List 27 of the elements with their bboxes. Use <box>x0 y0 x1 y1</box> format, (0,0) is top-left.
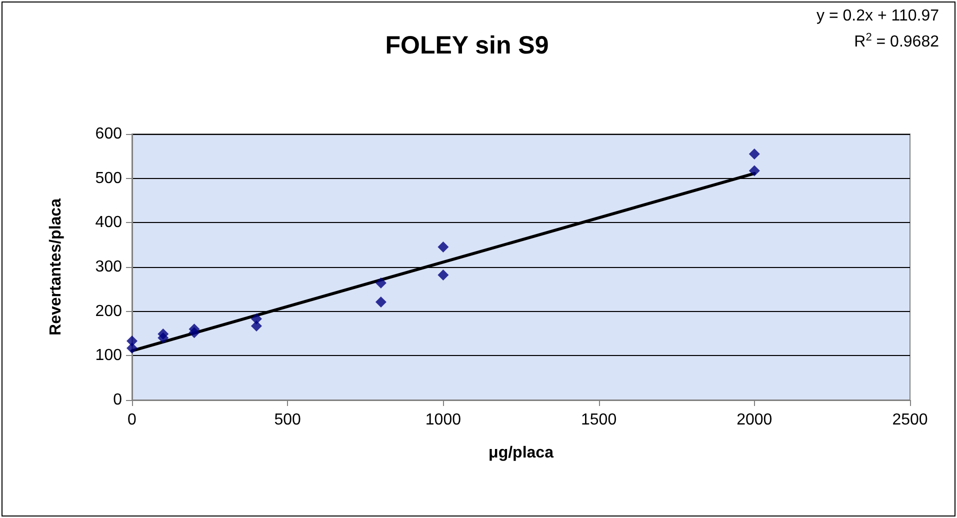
point <box>748 165 760 176</box>
x-tick-label: 2500 <box>892 412 928 428</box>
point <box>748 148 760 160</box>
x-axis-title: μg/placa <box>488 444 554 462</box>
y-tick-label: 100 <box>95 347 122 364</box>
y-tick-label: 200 <box>95 302 122 320</box>
y-tick-label: 300 <box>95 258 122 276</box>
point <box>438 269 449 280</box>
point <box>126 342 138 354</box>
point <box>158 332 169 344</box>
y-axis-title: Revertantes/placa <box>48 198 64 336</box>
text: y = 0.2x + 110.97 <box>816 8 940 24</box>
x-tick-label: 500 <box>274 412 302 428</box>
y-tick-label: 600 <box>95 126 122 142</box>
point <box>375 296 386 308</box>
point <box>250 320 262 332</box>
y-tick-label: 400 <box>95 214 122 232</box>
x-tick-label: 1000 <box>425 412 462 428</box>
y-tick-label: 500 <box>95 170 122 187</box>
chart-title: FOLEY sin S9 <box>385 32 549 60</box>
x-tick-label: 2000 <box>736 412 772 428</box>
point <box>438 242 449 253</box>
x-tick-label: 1500 <box>581 412 617 428</box>
point <box>375 277 386 288</box>
y-tick-label: 0 <box>113 392 122 408</box>
x-tick-label: 0 <box>128 412 137 428</box>
point <box>188 327 200 338</box>
